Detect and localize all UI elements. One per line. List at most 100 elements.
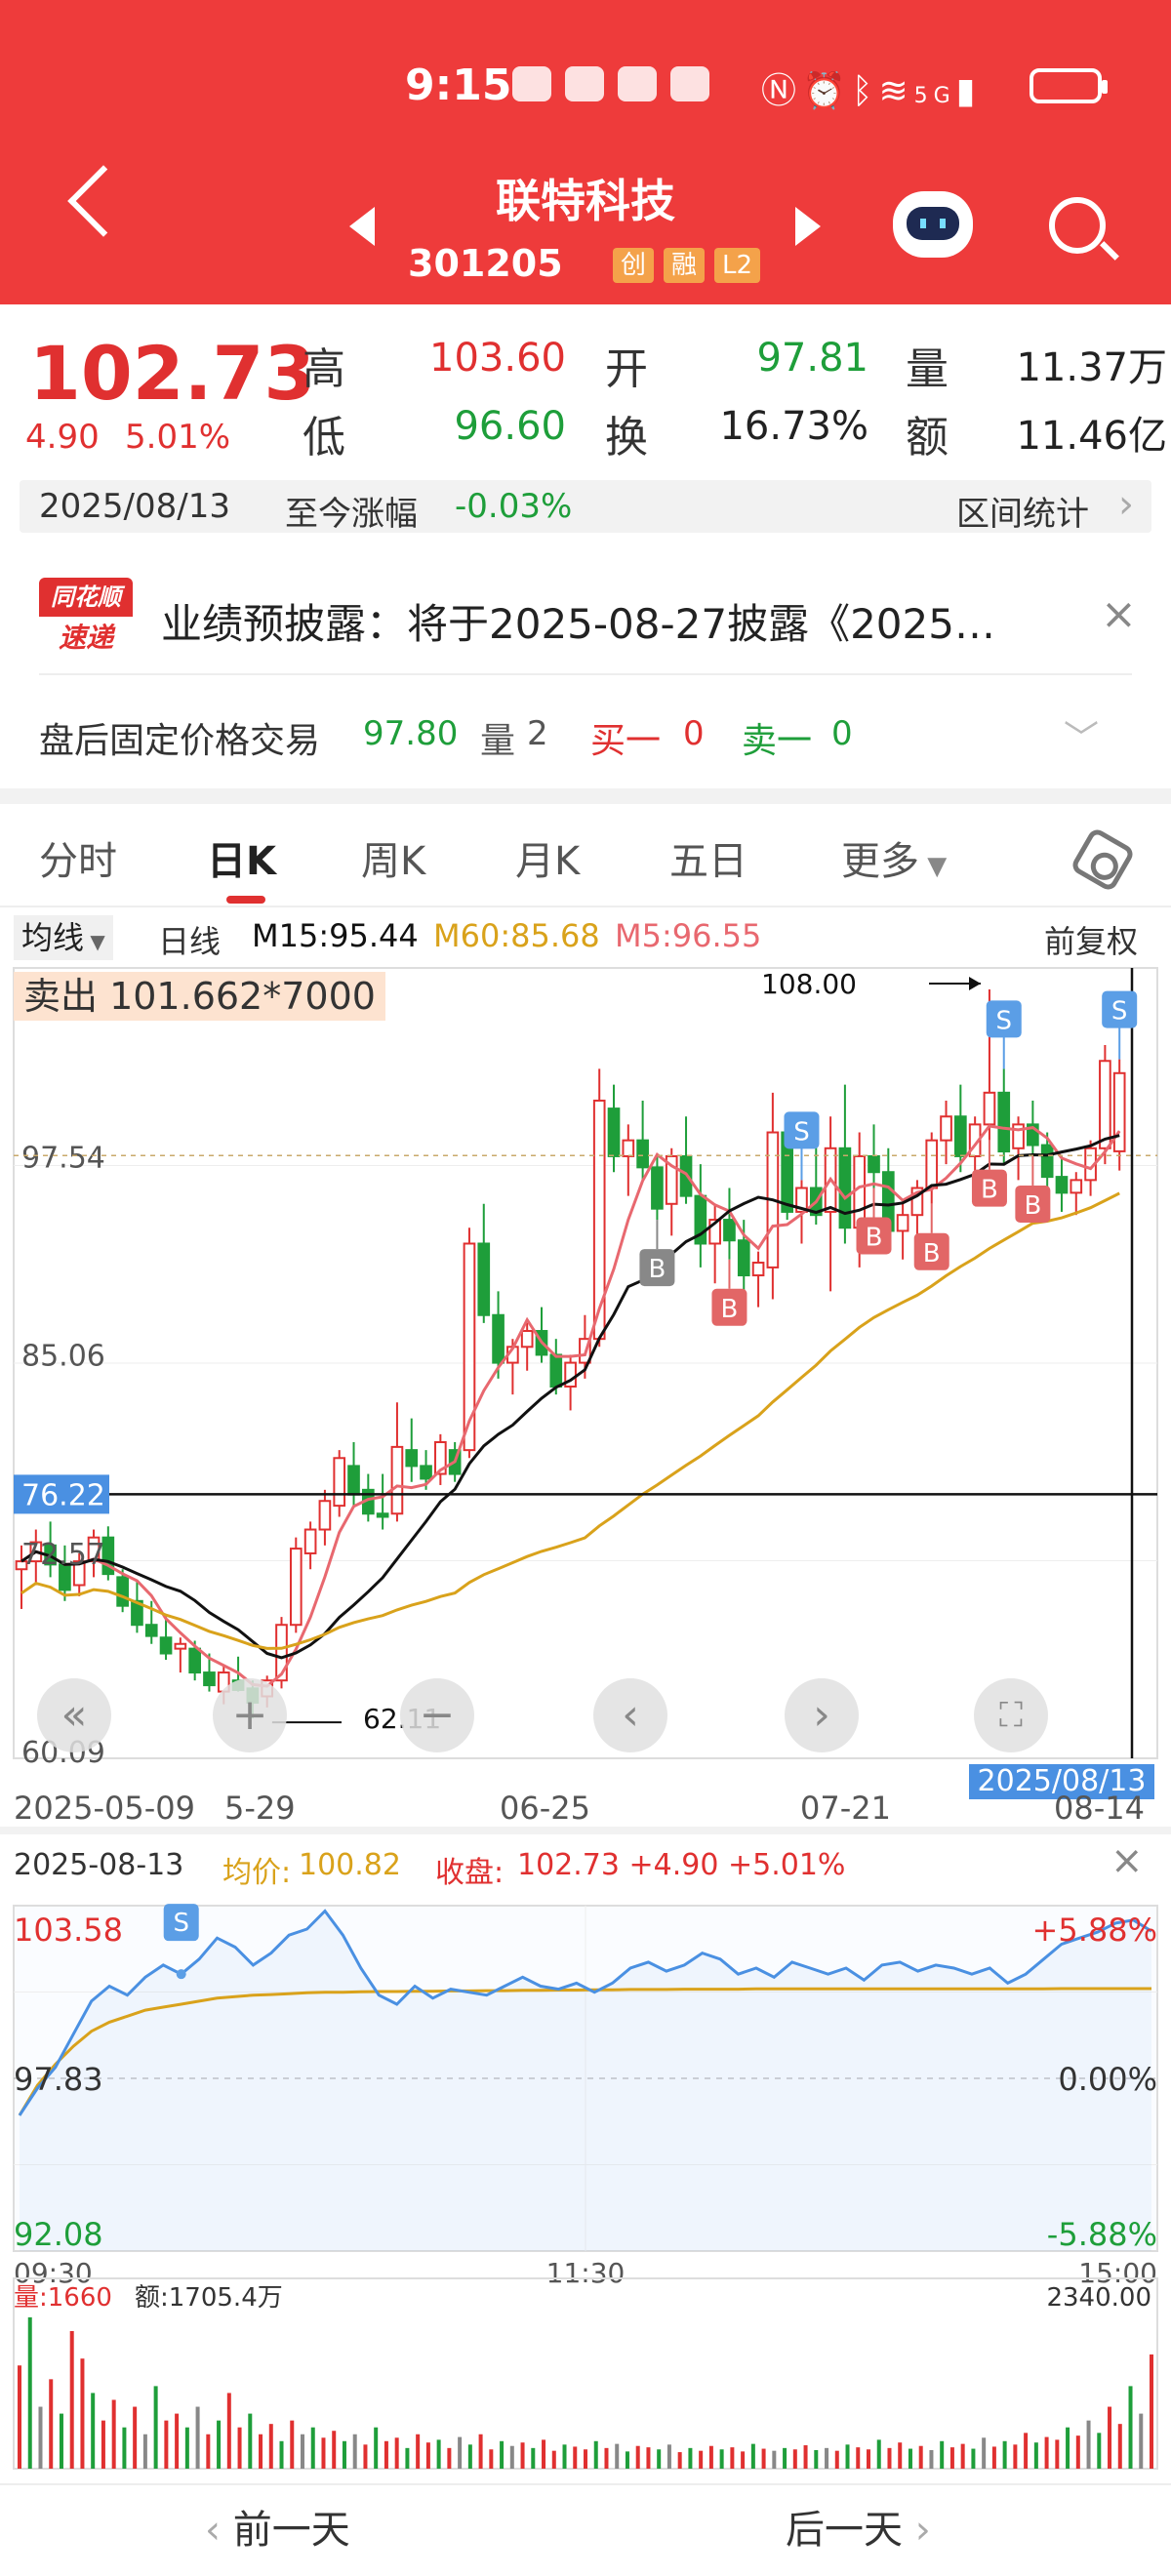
assistant-robot-icon[interactable] xyxy=(893,191,973,258)
status-app-icons xyxy=(512,66,709,101)
current-price: 102.73 xyxy=(29,330,316,417)
kline-chart[interactable]: 97.5485.0672.5760.0976.22108.0062.11SBBB… xyxy=(0,966,1171,1825)
pct-label-mid: 0.00% xyxy=(1058,2061,1157,2098)
app-header: 9:15 Ⓝ⏰ᛒ≋5G▮ 联特科技 301205 创 融 L2 xyxy=(0,0,1171,304)
volume-bar xyxy=(122,2427,127,2469)
intraday-chart[interactable]: S 103.58 97.83 92.08 +5.88% 0.00% -5.88% 09:30 1… xyxy=(0,1898,1171,2474)
candle-body xyxy=(101,1536,115,1576)
volume-bar xyxy=(500,2440,505,2469)
trade-mark-box xyxy=(711,1288,747,1326)
chevron-right-icon: › xyxy=(1118,482,1134,527)
pan-right-button[interactable]: › xyxy=(785,1678,859,1752)
candle-body xyxy=(1012,1123,1025,1149)
next-stock-button[interactable] xyxy=(795,207,821,246)
zoom-out-button[interactable]: − xyxy=(400,1678,474,1752)
price-axis-label: 72.57 xyxy=(21,1538,105,1572)
back-button[interactable] xyxy=(67,165,140,237)
volume-bar xyxy=(237,2427,242,2469)
zoom-in-button[interactable]: + xyxy=(213,1678,287,1752)
tab-intraday[interactable]: 分时 xyxy=(39,839,117,884)
volume-bar xyxy=(699,2450,704,2469)
candle-body xyxy=(275,1624,288,1682)
candle-body xyxy=(463,1242,476,1452)
trade-mark-label: S xyxy=(1111,997,1128,1026)
candle-body xyxy=(868,1154,880,1174)
fullscreen-button[interactable]: ⛶ xyxy=(974,1678,1048,1752)
volume-bar xyxy=(259,2434,263,2469)
tab-monthly-k[interactable]: 月K xyxy=(515,839,581,884)
volume-bar xyxy=(59,2413,63,2469)
x-label-start: 2025-05-09 xyxy=(14,1790,195,1827)
high-label: 高 xyxy=(303,344,345,394)
volume-bar xyxy=(845,2444,850,2469)
next-day-button[interactable]: 后一天 › xyxy=(786,2508,931,2553)
volume-bar xyxy=(164,2420,169,2469)
volume-bar xyxy=(342,2440,346,2469)
candle-body xyxy=(751,1262,765,1277)
volume-bar xyxy=(688,2447,693,2469)
trade-mark-label: S xyxy=(173,1909,189,1938)
volume-bar xyxy=(1086,2420,1091,2469)
trade-mark-box xyxy=(639,1249,675,1287)
candle-body xyxy=(622,1139,635,1157)
volume-bar xyxy=(803,2445,808,2469)
close-label: 收盘: xyxy=(435,1856,505,1890)
close-intraday-icon[interactable]: × xyxy=(1110,1838,1144,1883)
volume-bar xyxy=(175,2413,180,2469)
volume-bar xyxy=(615,2443,620,2469)
volume-bar xyxy=(332,2431,337,2469)
tab-five-day[interactable]: 五日 xyxy=(669,839,747,884)
prev-day-button[interactable]: ‹ 前一天 xyxy=(205,2508,350,2553)
volume-bar xyxy=(991,2446,996,2469)
volume-label: 量:1660 xyxy=(14,2283,112,2313)
trade-dot xyxy=(176,1969,186,1980)
pan-left-button[interactable]: ‹ xyxy=(593,1678,667,1752)
volume-bar xyxy=(248,2413,253,2469)
avg-label: 均价: xyxy=(222,1856,292,1890)
x-label-midday: 11:30 xyxy=(546,2257,626,2289)
ma-selector[interactable]: 均线 ▼ xyxy=(14,915,113,960)
candle-body xyxy=(318,1500,332,1531)
volume-bar xyxy=(551,2450,556,2469)
settings-icon[interactable] xyxy=(1069,825,1137,894)
volume-bar xyxy=(856,2447,861,2469)
candle-body xyxy=(131,1599,143,1627)
candle-body xyxy=(420,1465,432,1480)
period-label: 日线 xyxy=(158,923,222,960)
volume-bar xyxy=(290,2420,295,2469)
close-icon[interactable]: × xyxy=(1101,589,1137,639)
tab-more[interactable]: 更多 ▼ xyxy=(841,839,948,884)
prev-stock-button[interactable] xyxy=(349,207,375,246)
after-hours-price: 97.80 xyxy=(363,714,459,753)
volume-bar xyxy=(27,2316,32,2469)
adjust-label[interactable]: 前复权 xyxy=(1044,923,1139,960)
close-value: 102.73 +4.90 +5.01% xyxy=(517,1848,846,1882)
ma60-line xyxy=(20,1191,1120,1650)
volume-bar xyxy=(982,2437,987,2469)
volume-bar xyxy=(80,2358,85,2469)
candle-body xyxy=(592,1099,606,1341)
search-icon[interactable] xyxy=(1049,197,1106,254)
tag-chuang: 创 xyxy=(613,248,655,283)
volume-bar xyxy=(646,2447,651,2469)
notice-text[interactable]: 业绩预披露：将于2025-08-27披露《2025… xyxy=(161,600,995,648)
range-stats-link[interactable]: 区间统计 xyxy=(956,495,1089,534)
volume-bar xyxy=(101,2420,105,2469)
volume-bar xyxy=(363,2444,368,2469)
ma5-value: M5:96.55 xyxy=(615,917,762,954)
volume-bar xyxy=(573,2446,578,2469)
candle-body xyxy=(853,1154,867,1229)
chevron-down-icon[interactable]: ﹀ xyxy=(1064,719,1100,759)
crosshair-date: 2025/08/13 xyxy=(969,1764,1154,1799)
volume-bar xyxy=(593,2440,598,2469)
volume-bar xyxy=(584,2449,587,2469)
zoom-out-fast-button[interactable]: « xyxy=(37,1678,111,1752)
tab-daily-k[interactable]: 日K xyxy=(207,839,276,884)
volume-bar xyxy=(666,2444,671,2469)
tab-weekly-k[interactable]: 周K xyxy=(361,839,426,884)
trade-mark-label: B xyxy=(866,1224,883,1253)
trade-mark-box xyxy=(784,1111,820,1149)
range-stats-bar[interactable]: 2025/08/13 至今涨幅 -0.03% 区间统计 › xyxy=(20,480,1151,534)
buy1-value: 0 xyxy=(683,714,705,753)
candle-body xyxy=(159,1636,173,1655)
